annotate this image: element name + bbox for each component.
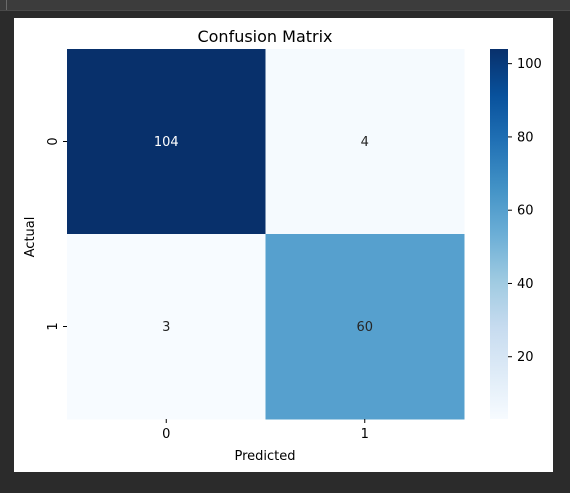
- colorbar: [490, 49, 508, 419]
- colorbar-tick-label: 40: [517, 277, 534, 292]
- confusion-matrix-chart: Confusion Matrix 104 43 60 0 101 Predicted …: [23, 27, 542, 464]
- axis-ticks: 0 1 0 1: [46, 137, 369, 442]
- cell-value-label-1-0: 3: [162, 320, 170, 335]
- heatmap-cells: 104 4 3 60: [67, 49, 465, 420]
- colorbar-ticks: 20 40 60 80 100: [508, 57, 542, 365]
- y-tick-label: 1: [46, 322, 61, 330]
- x-tick-label: 1: [361, 427, 369, 442]
- cell-value-label-0-0: 104: [154, 135, 179, 150]
- cell-value-label-1-1: 60: [356, 320, 373, 335]
- y-axis-label: Actual: [23, 217, 38, 258]
- top-bar-divider: [6, 0, 7, 10]
- window-top-bar: [0, 0, 570, 11]
- heatmap-cell-1-0: [67, 234, 266, 420]
- cell-value-label-0-1: 4: [361, 135, 369, 150]
- y-tick-label: 0: [46, 137, 61, 145]
- x-tick-label: 0: [162, 427, 170, 442]
- x-axis-label: Predicted: [234, 449, 295, 464]
- colorbar-tick-label: 20: [517, 350, 534, 365]
- chart-title: Confusion Matrix: [197, 27, 332, 46]
- colorbar-tick-label: 60: [517, 204, 534, 219]
- colorbar-tick-label: 100: [517, 57, 542, 72]
- heatmap-cell-1-1: [265, 234, 465, 420]
- heatmap-cell-0-1: [265, 49, 465, 235]
- colorbar-tick-label: 80: [517, 130, 534, 145]
- heatmap-cell-0-0: [67, 49, 266, 235]
